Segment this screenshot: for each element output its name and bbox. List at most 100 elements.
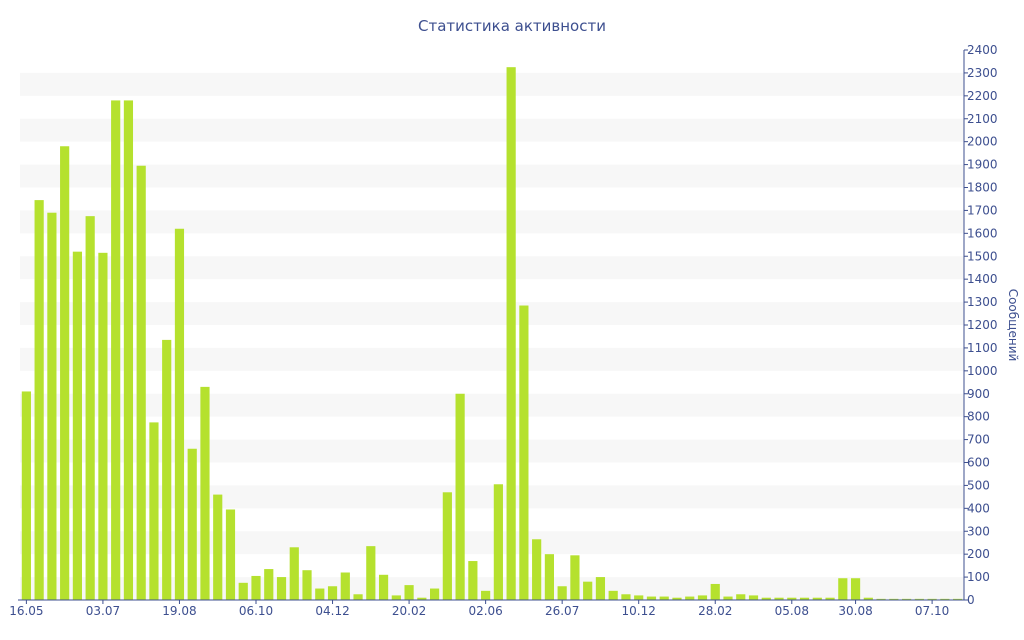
x-tick-label: 07.10	[915, 604, 949, 618]
chart-title: Статистика активности	[418, 17, 606, 35]
bar	[506, 67, 516, 600]
bar	[353, 594, 363, 600]
grid-stripe	[20, 302, 964, 325]
x-tick-label: 10.12	[622, 604, 656, 618]
x-tick-label: 04.12	[315, 604, 349, 618]
bar-series	[21, 67, 963, 601]
bar	[225, 509, 236, 600]
bar	[748, 595, 759, 600]
bar	[583, 581, 593, 600]
y-tick-label: 1300	[967, 295, 998, 309]
grid-stripe	[20, 393, 964, 417]
y-tick-label: 1900	[967, 158, 998, 172]
bar	[570, 555, 580, 600]
y-tick-label: 1700	[967, 203, 998, 217]
y-axis-ticks: 0 100 200 300 400 500 600 700 800 900 1000 1100 1200…	[964, 43, 998, 607]
y-tick-label: 500	[967, 478, 990, 492]
bar	[327, 586, 338, 600]
y-tick-label: 2100	[967, 112, 998, 126]
bar	[532, 539, 542, 600]
bar	[174, 228, 185, 600]
bar	[213, 494, 223, 600]
bar	[123, 100, 134, 601]
bar	[289, 547, 299, 600]
y-tick-label: 100	[967, 570, 990, 584]
grid-stripe	[20, 72, 964, 96]
bar	[761, 597, 771, 600]
bar	[340, 572, 350, 600]
y-tick-label: 2000	[967, 135, 998, 149]
grid-stripe	[20, 485, 964, 509]
bar	[302, 570, 312, 600]
bar	[850, 578, 861, 600]
bar	[264, 569, 274, 600]
bar	[697, 595, 708, 600]
bar	[493, 484, 503, 600]
y-tick-label: 300	[967, 524, 990, 538]
x-tick-label: 26.07	[545, 604, 579, 618]
bar	[685, 596, 695, 600]
bar	[787, 597, 797, 600]
bar	[149, 422, 159, 600]
bar	[838, 578, 848, 600]
x-tick-label: 16.05	[9, 604, 43, 618]
y-tick-label: 400	[967, 501, 990, 515]
x-tick-label: 05.08	[775, 604, 809, 618]
grid-stripe	[20, 256, 964, 280]
y-tick-label: 1200	[967, 318, 998, 332]
bar	[417, 597, 427, 600]
bar	[953, 598, 963, 600]
grid-stripe	[20, 577, 964, 600]
y-tick-label: 1600	[967, 226, 998, 240]
x-tick-label: 30.08	[838, 604, 872, 618]
bar	[889, 598, 899, 600]
y-tick-label: 600	[967, 456, 990, 470]
bar	[47, 212, 57, 601]
bar	[468, 561, 478, 600]
bar	[914, 598, 924, 600]
x-tick-label: 19.08	[162, 604, 196, 618]
bar	[876, 598, 886, 600]
bar	[621, 594, 631, 600]
x-tick-label: 28.02	[698, 604, 732, 618]
bar	[315, 588, 325, 600]
bar	[519, 305, 529, 600]
bar	[812, 597, 822, 600]
x-tick-label: 02.06	[468, 604, 502, 618]
bar	[162, 339, 172, 600]
x-tick-label: 03.07	[86, 604, 120, 618]
bar	[238, 582, 248, 600]
bar	[774, 597, 784, 600]
x-tick-label: 06.10	[239, 604, 273, 618]
bar	[378, 574, 389, 600]
y-tick-label: 0	[967, 593, 975, 607]
y-tick-label: 900	[967, 387, 990, 401]
grid-stripe	[20, 531, 964, 555]
bar	[60, 146, 70, 600]
bar	[672, 597, 682, 600]
bar	[276, 577, 287, 600]
bar	[659, 596, 669, 600]
grid-stripe	[20, 439, 964, 463]
bar	[863, 597, 873, 600]
grid-stripes	[20, 72, 964, 600]
bar	[21, 391, 31, 600]
y-axis-label: Сообщений	[1006, 289, 1020, 362]
bar	[455, 393, 465, 600]
bar	[136, 165, 146, 600]
y-tick-label: 200	[967, 547, 990, 561]
y-tick-label: 1000	[967, 364, 998, 378]
y-tick-label: 2300	[967, 66, 998, 80]
bar	[927, 598, 937, 600]
bar	[404, 585, 414, 600]
bar	[111, 100, 121, 601]
bar	[710, 583, 720, 600]
bar	[430, 588, 440, 600]
bar	[608, 590, 618, 600]
bar	[799, 597, 810, 600]
bar	[595, 577, 606, 600]
y-tick-label: 1100	[967, 341, 998, 355]
x-tick-label: 20.02	[392, 604, 426, 618]
